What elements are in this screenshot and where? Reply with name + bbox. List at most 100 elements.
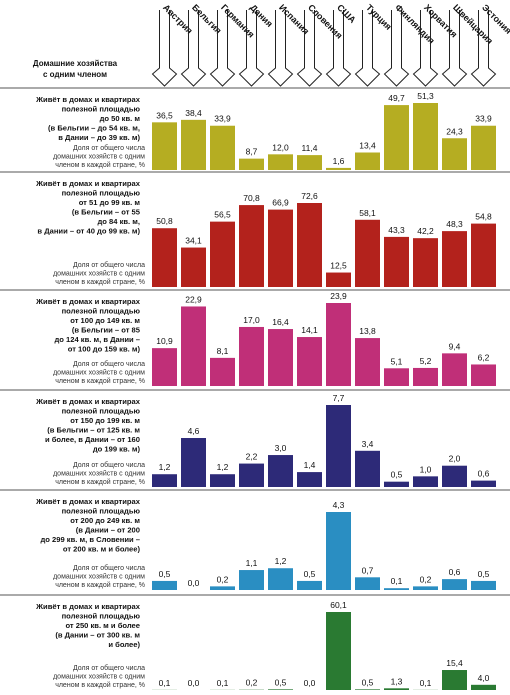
panel-title: полезной площадью [62,507,141,516]
bar [384,368,409,386]
value-label: 43,3 [388,225,405,235]
country-label: Испания [277,2,311,36]
panel-note: Доля от общего числа [73,360,145,368]
bar [442,670,467,690]
value-label: 0,0 [188,678,200,688]
value-label: 1,3 [391,676,403,686]
panel-note: членом в каждой стране, % [55,478,145,486]
country-label: Турция [364,2,394,32]
value-label: 23,9 [330,291,347,301]
bar [413,367,438,386]
value-label: 1,2 [159,462,171,472]
panel-title: от 200 кв. м и более) [63,545,141,554]
value-label: 0,0 [304,678,316,688]
bar [355,152,380,170]
value-label: 22,9 [185,294,202,304]
panel-title: (в Бельгии – от 55 [72,208,141,217]
value-label: 0,5 [159,569,171,579]
panel-note: Доля от общего числа [73,261,145,269]
value-label: 0,0 [188,578,200,588]
value-label: 10,9 [156,336,173,346]
value-label: 24,3 [446,126,463,136]
country-label: Дания [248,2,275,29]
bar [384,481,409,487]
bar [181,119,206,170]
bar [442,465,467,487]
value-label: 36,5 [156,110,173,120]
panel-note: Доля от общего числа [73,461,145,469]
bar [268,154,293,170]
value-label: 0,7 [362,565,374,575]
panel-title: до 299 кв. м, в Словении – [40,535,140,544]
value-label: 56,5 [214,210,231,220]
bar [442,579,467,590]
panel-note: членом в каждой стране, % [55,681,145,689]
value-label: 4,6 [188,426,200,436]
panel-title: Живёт в домах и квартирах [35,397,141,406]
panel-note: домашних хозяйств с одним [53,369,145,377]
panel-title: до 50 кв. м [100,114,141,123]
value-label: 38,4 [185,108,202,118]
panel-title: от 150 до 199 кв. м [70,416,140,425]
bar [326,303,351,386]
bar [268,689,293,690]
panel-note: домашних хозяйств с одним [53,673,145,681]
bar [442,138,467,170]
panel-note: домашних хозяйств с одним [53,153,145,161]
panel-title: (в Дании – от 200 [76,526,140,535]
chevron [180,10,207,87]
panel-note: членом в каждой стране, % [55,278,145,286]
value-label: 8,1 [217,346,229,356]
bar [210,221,235,287]
value-label: 16,4 [272,317,289,327]
bar [268,455,293,487]
chevron [325,10,352,87]
bar [239,326,264,386]
chevron [209,10,236,87]
value-label: 0,2 [217,574,229,584]
value-label: 5,2 [420,356,432,366]
bar [297,155,322,170]
value-label: 4,0 [478,673,490,683]
bar [326,405,351,487]
bar [471,580,496,590]
bar [413,103,438,170]
value-label: 12,0 [272,142,289,152]
value-label: 1,0 [420,464,432,474]
bar [355,219,380,287]
panel-title: полезной площадью [62,189,141,198]
panel-note: Доля от общего числа [73,144,145,152]
value-label: 1,1 [246,558,258,568]
panel-note: членом в каждой стране, % [55,581,145,589]
bar [297,203,322,287]
value-label: 0,5 [362,677,374,687]
value-label: 3,4 [362,439,374,449]
panel-title: до 84 кв. м, [97,217,140,226]
panel-title: Живёт в домах и квартирах [35,497,141,506]
bar [384,588,409,590]
value-label: 0,6 [449,567,461,577]
panel-note: членом в каждой стране, % [55,377,145,385]
panel-title: до 124 кв. м, в Дании – [54,335,140,344]
bar [326,272,351,287]
value-label: 6,2 [478,352,490,362]
value-label: 50,8 [156,216,173,226]
panel-title: от 100 до 149 кв. м [70,316,140,325]
bar [442,353,467,386]
value-label: 34,1 [185,236,202,246]
panel-title: Живёт в домах и квартирах [35,602,141,611]
value-label: 0,1 [420,678,432,688]
value-label: 0,1 [217,678,229,688]
value-label: 12,5 [330,261,347,271]
chevron [354,10,381,87]
bar [471,223,496,287]
country-label: США [335,2,358,25]
bar [268,568,293,590]
country-label: Австрия [161,2,195,36]
value-label: 1,2 [217,462,229,472]
bar [384,688,409,690]
value-label: 33,9 [214,114,231,124]
value-label: 33,9 [475,114,492,124]
panel-note: домашних хозяйств с одним [53,470,145,478]
value-label: 49,7 [388,93,405,103]
